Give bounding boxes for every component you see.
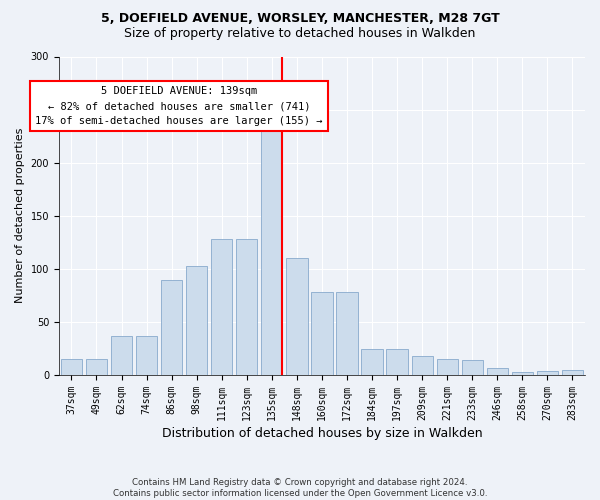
Bar [136,336,157,375]
Bar [211,239,232,375]
Bar [487,368,508,375]
Bar [286,258,308,375]
Text: 5, DOEFIELD AVENUE, WORSLEY, MANCHESTER, M28 7GT: 5, DOEFIELD AVENUE, WORSLEY, MANCHESTER,… [101,12,499,26]
X-axis label: Distribution of detached houses by size in Walkden: Distribution of detached houses by size … [161,427,482,440]
Bar [236,239,257,375]
Bar [337,292,358,375]
Text: 5 DOEFIELD AVENUE: 139sqm
← 82% of detached houses are smaller (741)
17% of semi: 5 DOEFIELD AVENUE: 139sqm ← 82% of detac… [35,86,323,126]
Bar [261,124,283,375]
Bar [61,359,82,375]
Bar [111,336,132,375]
Text: Contains HM Land Registry data © Crown copyright and database right 2024.
Contai: Contains HM Land Registry data © Crown c… [113,478,487,498]
Bar [412,356,433,375]
Bar [437,359,458,375]
Bar [311,292,332,375]
Bar [186,266,208,375]
Bar [386,348,408,375]
Y-axis label: Number of detached properties: Number of detached properties [15,128,25,304]
Text: Size of property relative to detached houses in Walkden: Size of property relative to detached ho… [124,28,476,40]
Bar [512,372,533,375]
Bar [461,360,483,375]
Bar [562,370,583,375]
Bar [86,359,107,375]
Bar [361,348,383,375]
Bar [161,280,182,375]
Bar [537,371,558,375]
